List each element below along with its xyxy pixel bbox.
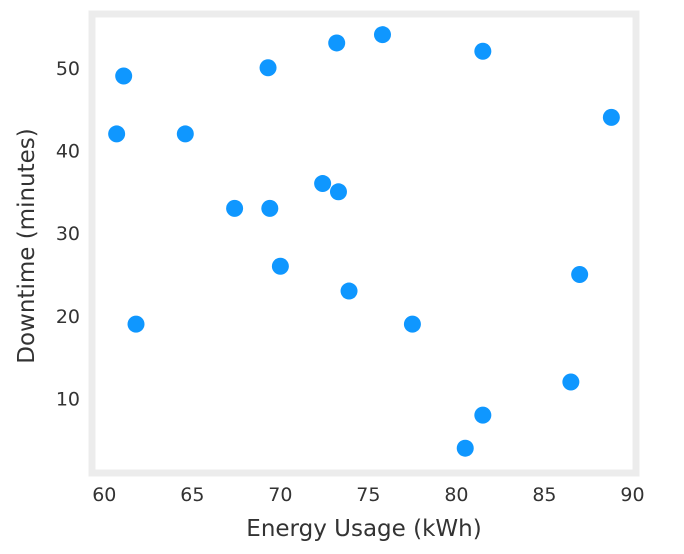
data-point: [271, 257, 289, 275]
data-point: [127, 315, 145, 333]
data-point: [226, 199, 244, 217]
data-point: [571, 266, 589, 284]
x-tick-label: 65: [180, 484, 204, 506]
x-tick-label: 75: [356, 484, 380, 506]
data-point: [115, 67, 133, 85]
y-axis-title: Downtime (minutes): [14, 128, 40, 364]
plot-frame: [88, 10, 640, 477]
data-point: [176, 125, 194, 143]
data-point: [259, 59, 277, 77]
data-point: [474, 42, 492, 60]
y-tick-label: 30: [56, 223, 80, 245]
x-tick-label: 70: [268, 484, 292, 506]
y-tick-label: 20: [56, 306, 80, 328]
data-point: [403, 315, 421, 333]
data-point: [456, 439, 474, 457]
x-tick-label: 85: [532, 484, 556, 506]
data-point: [562, 373, 580, 391]
data-point: [261, 199, 279, 217]
data-point: [328, 34, 346, 52]
data-point: [602, 108, 620, 126]
y-axis-ticks: 10 20 30 40 50: [56, 58, 80, 411]
data-point: [314, 175, 332, 193]
data-points: [108, 26, 620, 457]
y-tick-label: 50: [56, 58, 80, 80]
x-tick-label: 90: [620, 484, 644, 506]
x-tick-label: 80: [444, 484, 468, 506]
data-point: [108, 125, 126, 143]
data-point: [340, 282, 358, 300]
data-point: [474, 406, 492, 424]
x-axis-ticks: 60 65 70 75 80 85 90: [92, 484, 644, 506]
data-point: [373, 26, 391, 44]
y-tick-label: 40: [56, 140, 80, 162]
data-point: [329, 183, 347, 201]
x-tick-label: 60: [92, 484, 116, 506]
x-axis-title: Energy Usage (kWh): [246, 516, 481, 542]
y-tick-label: 10: [56, 389, 80, 411]
